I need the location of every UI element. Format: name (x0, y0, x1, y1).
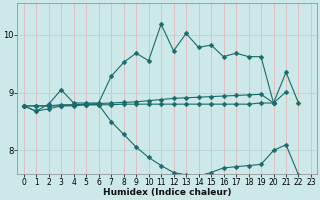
X-axis label: Humidex (Indice chaleur): Humidex (Indice chaleur) (103, 188, 232, 197)
